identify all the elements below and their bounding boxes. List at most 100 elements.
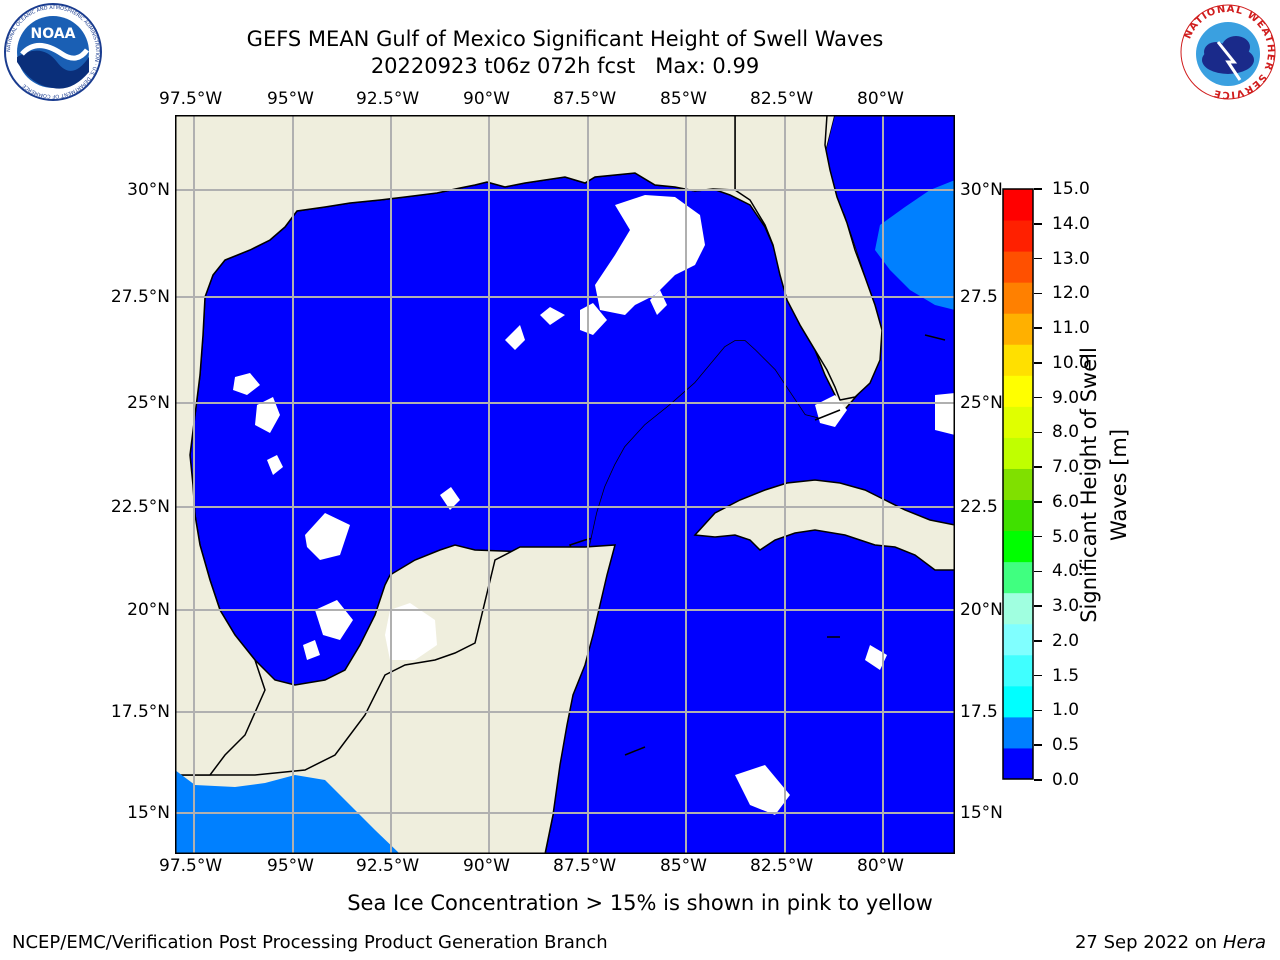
forecast-time: 20220923 t06z 072h fcst [370, 54, 636, 78]
colorbar-tick-mark [1034, 535, 1042, 538]
colorbar-tick-label: 3.0 [1052, 596, 1080, 617]
colorbar-tick-mark [1034, 709, 1042, 712]
lat-label-right: 17.5 [960, 702, 998, 722]
lat-label-left: 15°N [127, 803, 170, 823]
colorbar-tick-mark [1034, 257, 1042, 260]
colorbar-segment [1003, 437, 1033, 469]
colorbar-tick-label: 0.0 [1052, 770, 1080, 790]
colorbar-tick-mark [1034, 292, 1042, 295]
lon-label-top: 87.5°W [553, 89, 617, 109]
footer-host: Hera [1222, 932, 1266, 953]
colorbar-segment [1003, 344, 1033, 376]
colorbar-segment [1003, 375, 1033, 407]
small-islands [624, 334, 946, 756]
colorbar-segment [1003, 747, 1033, 780]
nws-logo: NATIONAL WEATHER SERVICE [1180, 4, 1276, 100]
lat-label-right: 22.5 [960, 497, 998, 517]
lat-label-left: 22.5°N [110, 497, 170, 517]
lat-label-right: 25°N [960, 393, 1003, 413]
colorbar-segment [1003, 189, 1033, 221]
lon-label-bottom: 90°W [463, 856, 510, 876]
map-subtitle: 20220923 t06z 072h fcst Max: 0.99 [0, 54, 1130, 78]
noaa-logo-text: NOAA [31, 26, 76, 42]
colorbar-tick-label: 7.0 [1052, 457, 1080, 478]
colorbar-tick-label: 6.0 [1052, 491, 1080, 512]
lat-label-left: 25°N [127, 393, 170, 413]
lon-label-bottom: 95°W [267, 856, 314, 876]
lat-label-left: 20°N [127, 600, 170, 620]
colorbar-segment [1003, 592, 1033, 625]
lon-label-bottom: 97.5°W [159, 856, 223, 876]
lon-label-top: 90°W [463, 89, 510, 109]
colorbar-tick-mark [1034, 188, 1042, 190]
lon-label-top: 82.5°W [750, 89, 814, 109]
colorbar-segment [1003, 406, 1033, 438]
grid-lon [193, 115, 884, 854]
lat-label-left: 30°N [127, 180, 170, 200]
grid-lat [175, 189, 955, 814]
colorbar-tick-label: 8.0 [1052, 422, 1080, 443]
lon-label-bottom: 82.5°W [750, 856, 814, 876]
colorbar-tick-mark [1034, 327, 1042, 329]
lon-label-top: 85°W [660, 89, 707, 109]
colorbar-segment [1003, 623, 1033, 656]
colorbar-segment [1003, 561, 1033, 594]
colorbar-tick-mark [1034, 431, 1042, 434]
footer-date-text: 27 Sep 2022 on [1074, 932, 1218, 953]
lat-label-right: 15°N [960, 803, 1003, 823]
lon-label-top: 97.5°W [159, 89, 223, 109]
footer-date: 27 Sep 2022 on Hera [1075, 932, 1266, 953]
colorbar-tick-label: 15.0 [1052, 179, 1090, 199]
ocean-atlantic [555, 115, 955, 854]
colorbar-tick-mark [1034, 605, 1042, 607]
colorbar-tick-label: 2.0 [1052, 630, 1080, 651]
colorbar-tick-label: 12.0 [1052, 283, 1090, 304]
colorbar-tick-label: 5.0 [1052, 526, 1080, 547]
colorbar-tick-label: 0.5 [1052, 735, 1080, 756]
colorbar-tick-label: 4.0 [1052, 561, 1080, 582]
colorbar-tick-mark [1034, 362, 1042, 364]
colorbar-segment [1003, 499, 1033, 532]
colorbar-tick-mark [1034, 779, 1042, 781]
colorbar-tick-label: 1.0 [1052, 700, 1080, 721]
sea-ice-caption: Sea Ice Concentration > 15% is shown in … [347, 891, 933, 915]
lon-label-top: 92.5°W [356, 89, 420, 109]
colorbar-label-line1: Significant Height of Swell [1077, 347, 1101, 623]
colorbar-segment [1003, 685, 1033, 718]
colorbar-label-line2: Waves [m] [1107, 428, 1131, 542]
colorbar-tick-mark [1034, 223, 1042, 225]
max-value: Max: 0.99 [655, 54, 760, 78]
colorbar-tick-mark [1034, 744, 1042, 746]
map-title: GEFS MEAN Gulf of Mexico Significant Hei… [246, 27, 884, 51]
colorbar-segment [1003, 251, 1033, 283]
footer-branch: NCEP/EMC/Verification Post Processing Pr… [12, 932, 608, 953]
land-florida [734, 115, 883, 401]
colorbar-segment [1003, 654, 1033, 687]
lon-label-bottom: 80°W [857, 856, 904, 876]
colorbar-segment [1003, 313, 1033, 345]
lat-label-left: 17.5°N [110, 702, 170, 722]
lat-label-right: 20°N [960, 600, 1003, 620]
colorbar-tick-label: 10.0 [1052, 352, 1090, 373]
lon-label-bottom: 85°W [660, 856, 707, 876]
lat-label-right: 27.5 [960, 287, 998, 307]
colorbar-segment [1003, 530, 1033, 563]
lat-label-right: 30°N [960, 180, 1003, 200]
colorbar-tick-mark [1034, 570, 1042, 573]
noaa-logo: NOAA NATIONAL OCEANIC AND ATMOSPHERIC AD… [4, 3, 102, 101]
colorbar-segment [1003, 220, 1033, 252]
lon-label-top: 95°W [267, 89, 314, 109]
map-frame [175, 115, 955, 854]
lon-label-bottom: 87.5°W [553, 856, 617, 876]
lon-label-bottom: 92.5°W [356, 856, 420, 876]
colorbar [1002, 188, 1034, 780]
colorbar-tick-label: 9.0 [1052, 387, 1080, 408]
land-mexico-west [175, 115, 736, 776]
lat-label-left: 27.5°N [110, 287, 170, 307]
ocean-swell-patch [875, 180, 955, 310]
colorbar-tick-mark [1034, 396, 1042, 399]
colorbar-tick-label: 1.5 [1052, 665, 1080, 686]
colorbar-tick-mark [1034, 640, 1042, 642]
colorbar-tick-mark [1034, 674, 1042, 677]
colorbar-tick-mark [1034, 501, 1042, 503]
